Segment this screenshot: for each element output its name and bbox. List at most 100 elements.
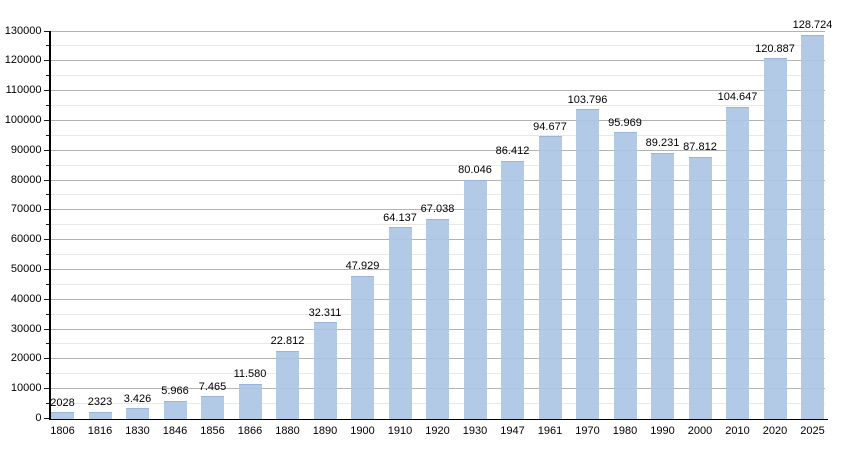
y-major-tick <box>43 209 50 211</box>
x-axis-label-1970: 1970 <box>575 424 600 437</box>
bar-2000 <box>688 156 712 420</box>
bar-2020 <box>763 58 787 420</box>
y-minor-tick <box>46 403 50 405</box>
x-axis-label-1856: 1856 <box>200 424 225 437</box>
value-label-2010: 104.647 <box>717 91 758 104</box>
gridline-minor <box>49 75 825 77</box>
bar-1880 <box>276 350 299 420</box>
y-major-tick <box>43 119 50 121</box>
x-axis-label-1900: 1900 <box>350 424 375 437</box>
y-axis-label-130000: 130000 <box>4 24 42 37</box>
y-minor-tick <box>46 75 50 77</box>
y-minor-tick <box>46 194 50 196</box>
y-axis-line <box>49 31 51 420</box>
y-major-tick <box>43 298 50 300</box>
value-label-1830: 3.426 <box>123 392 152 405</box>
value-label-1980: 95.969 <box>608 116 642 129</box>
x-axis-label-2000: 2000 <box>687 424 713 437</box>
value-label-1880: 22.812 <box>270 335 305 347</box>
x-axis-label-1990: 1990 <box>650 424 675 437</box>
bar-2010 <box>726 106 749 420</box>
y-axis-label-100000: 100000 <box>4 113 42 126</box>
y-major-tick <box>43 268 50 270</box>
x-axis-label-1806: 1806 <box>50 424 75 437</box>
y-major-tick <box>43 179 50 181</box>
x-axis-label-1866: 1866 <box>237 424 263 437</box>
y-axis-label-30000: 30000 <box>10 322 42 335</box>
x-axis-label-1961: 1961 <box>537 424 563 437</box>
y-minor-tick <box>46 254 50 256</box>
value-label-1900: 47.929 <box>345 260 380 273</box>
x-axis-label-1816: 1816 <box>87 424 113 437</box>
bar-1961 <box>538 136 562 420</box>
bar-1947 <box>501 160 524 420</box>
x-axis-label-1890: 1890 <box>312 424 338 437</box>
y-minor-tick <box>46 45 50 47</box>
gridline-minor <box>49 164 825 166</box>
value-label-1866: 11.580 <box>233 368 267 381</box>
value-label-2000: 87.812 <box>683 141 717 154</box>
gridline-minor <box>49 194 825 196</box>
y-major-tick <box>43 149 50 151</box>
bar-1856 <box>201 396 224 420</box>
y-axis-label-70000: 70000 <box>10 203 42 216</box>
bar-1830 <box>126 408 149 420</box>
y-minor-tick <box>46 164 50 166</box>
x-axis-label-1930: 1930 <box>462 424 488 437</box>
gridline-major <box>49 90 825 92</box>
value-label-1856: 7.465 <box>198 380 227 393</box>
value-label-1846: 5.966 <box>161 385 189 398</box>
y-major-tick <box>43 60 50 62</box>
x-axis-label-1980: 1980 <box>612 424 638 437</box>
y-major-tick <box>43 418 50 419</box>
y-major-tick <box>43 30 50 32</box>
value-label-1910: 64.137 <box>383 211 417 224</box>
bar-1816 <box>88 411 112 420</box>
x-axis-label-1830: 1830 <box>125 424 150 437</box>
x-axis-label-1846: 1846 <box>162 424 188 437</box>
x-axis-label-2010: 2010 <box>725 424 750 437</box>
y-minor-tick <box>46 283 50 285</box>
gridline-major <box>49 149 825 151</box>
bar-1910 <box>388 227 412 420</box>
y-axis-label-80000: 80000 <box>10 173 42 186</box>
y-axis-label-60000: 60000 <box>10 233 42 246</box>
value-label-1806: 2028 <box>50 396 75 409</box>
y-minor-tick <box>46 105 50 107</box>
bar-1990 <box>651 152 674 420</box>
y-minor-tick <box>46 313 50 315</box>
y-axis-label-90000: 90000 <box>10 143 42 156</box>
x-axis-label-1880: 1880 <box>275 424 300 437</box>
y-axis-label-0: 0 <box>35 412 42 424</box>
bar-1890 <box>313 322 337 420</box>
value-label-2020: 120.887 <box>755 42 795 55</box>
y-minor-tick <box>46 373 50 375</box>
value-label-1970: 103.796 <box>567 93 608 106</box>
x-axis-line <box>49 418 828 420</box>
gridline-minor <box>49 134 825 136</box>
x-axis-label-1947: 1947 <box>500 424 525 437</box>
bar-1980 <box>613 132 637 420</box>
y-axis-label-10000: 10000 <box>10 382 42 395</box>
value-label-1930: 80.046 <box>458 164 492 177</box>
x-axis-label-1910: 1910 <box>387 424 413 437</box>
x-axis-label-1920: 1920 <box>425 424 450 437</box>
y-axis-label-50000: 50000 <box>10 262 42 275</box>
y-minor-tick <box>46 224 50 226</box>
gridline-minor <box>49 45 825 47</box>
value-label-2025: 128.724 <box>792 19 833 32</box>
gridline-major <box>49 179 825 181</box>
y-major-tick <box>43 90 50 92</box>
y-axis-label-20000: 20000 <box>10 352 42 365</box>
bar-1920 <box>426 218 449 420</box>
value-label-1990: 89.231 <box>645 137 680 150</box>
gridline-minor <box>49 105 825 107</box>
value-label-1816: 2323 <box>87 396 113 409</box>
value-label-1920: 67.038 <box>420 203 455 216</box>
bar-1970 <box>576 109 599 420</box>
y-major-tick <box>43 239 50 241</box>
x-axis-label-2020: 2020 <box>762 424 788 437</box>
gridline-major <box>49 209 825 211</box>
bar-1900 <box>351 275 374 420</box>
bar-1930 <box>463 179 487 420</box>
